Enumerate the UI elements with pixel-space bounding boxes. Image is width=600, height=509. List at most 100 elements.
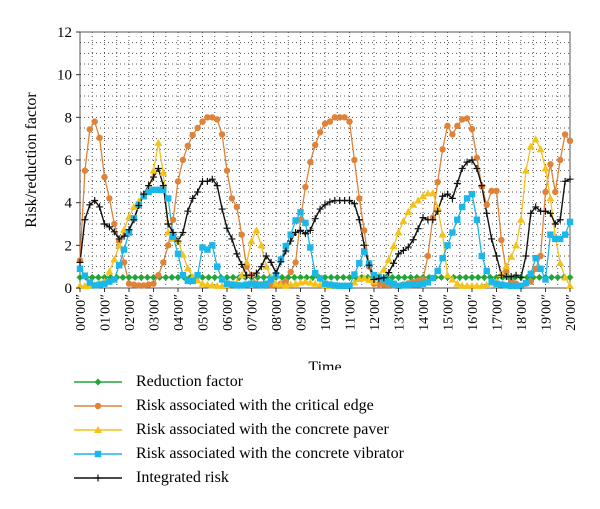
data-point [527, 270, 534, 277]
data-point [292, 229, 300, 237]
data-point [561, 177, 569, 185]
data-point [76, 258, 84, 266]
data-point [282, 242, 289, 250]
data-point [140, 190, 148, 198]
data-point [401, 273, 409, 281]
data-point [316, 205, 324, 213]
data-point [331, 114, 338, 121]
data-point [81, 216, 89, 224]
data-point [405, 281, 412, 289]
data-point [458, 165, 466, 173]
x-tick-label: 01′00″ [99, 294, 114, 331]
data-point [532, 203, 540, 211]
y-tick-label: 4 [65, 196, 73, 212]
data-point [480, 273, 488, 281]
data-point [86, 126, 94, 133]
data-point [561, 273, 570, 281]
data-point [194, 272, 201, 279]
data-point [399, 217, 408, 225]
legend-swatch [74, 426, 122, 433]
data-point [160, 259, 167, 266]
data-point [145, 281, 152, 288]
data-point [292, 217, 299, 224]
data-point [149, 166, 158, 174]
data-point [86, 201, 94, 209]
data-point [503, 268, 510, 275]
data-point [276, 280, 285, 288]
risk-line-chart: 0 2 4 6 8 10 12 00′00″ 01′00″ 02′00″ 03′00″ 04′00″… [23, 25, 579, 370]
data-point [290, 273, 298, 281]
data-point [375, 275, 383, 283]
data-point [199, 118, 206, 125]
data-point [262, 252, 270, 260]
data-point [473, 165, 481, 173]
x-tick-label: 10′00″ [319, 294, 334, 331]
data-point [355, 216, 363, 224]
data-point [437, 273, 445, 281]
data-point [203, 177, 211, 185]
data-point [115, 235, 123, 243]
data-point [439, 254, 446, 262]
data-point [459, 116, 466, 123]
data-point [229, 273, 237, 281]
chart-legend: Reduction factor Risk associated with the… [70, 370, 590, 490]
data-point [365, 261, 373, 269]
data-point [91, 282, 98, 289]
data-point [179, 229, 187, 237]
data-point [174, 178, 182, 185]
data-point [223, 280, 231, 287]
data-point [194, 188, 202, 196]
data-point [140, 282, 147, 289]
legend-item: Integrated risk [70, 466, 590, 490]
data-point [370, 275, 378, 283]
data-point [263, 280, 270, 287]
data-point [561, 131, 569, 138]
data-point [218, 205, 226, 213]
data-point [155, 186, 162, 194]
data-point [211, 273, 219, 281]
legend-swatch-marker [94, 378, 102, 386]
data-point [336, 114, 343, 121]
data-point [253, 281, 260, 288]
y-tick-label: 2 [65, 238, 73, 254]
data-point [272, 279, 280, 287]
data-point [311, 215, 319, 223]
data-point [541, 164, 550, 172]
data-point [223, 167, 231, 174]
data-point [449, 229, 456, 236]
data-point [350, 200, 358, 208]
data-point [267, 258, 275, 266]
y-tick-label: 8 [65, 110, 73, 126]
data-point [512, 241, 521, 249]
data-point [162, 273, 170, 281]
y-axis-label: Risk/reduction factor [23, 92, 40, 228]
data-point [473, 216, 481, 223]
data-point [365, 275, 374, 283]
series-marker-group [76, 156, 574, 283]
data-point [503, 282, 510, 289]
data-point [410, 281, 417, 288]
data-point [444, 122, 451, 130]
data-point [526, 142, 535, 150]
data-point [150, 280, 157, 287]
data-point [111, 276, 118, 283]
x-tick-label: 20′00″ [564, 294, 579, 331]
data-point [96, 281, 103, 288]
data-point [537, 252, 544, 260]
data-point [439, 192, 447, 200]
data-point [547, 161, 554, 168]
data-point [198, 279, 207, 287]
x-axis-label: Time [308, 359, 341, 370]
data-point [468, 125, 476, 133]
data-point [243, 281, 250, 288]
data-point [380, 274, 388, 282]
data-point [346, 197, 353, 205]
data-point [287, 237, 295, 245]
data-point [91, 118, 98, 125]
data-point [361, 248, 368, 255]
x-tick-label: 00′00″ [74, 294, 89, 331]
data-point [204, 114, 211, 121]
data-point [287, 268, 294, 276]
data-point [125, 273, 133, 281]
data-point [169, 216, 177, 223]
